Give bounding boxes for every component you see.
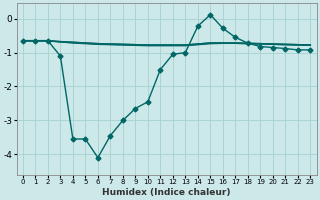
X-axis label: Humidex (Indice chaleur): Humidex (Indice chaleur) — [102, 188, 231, 197]
